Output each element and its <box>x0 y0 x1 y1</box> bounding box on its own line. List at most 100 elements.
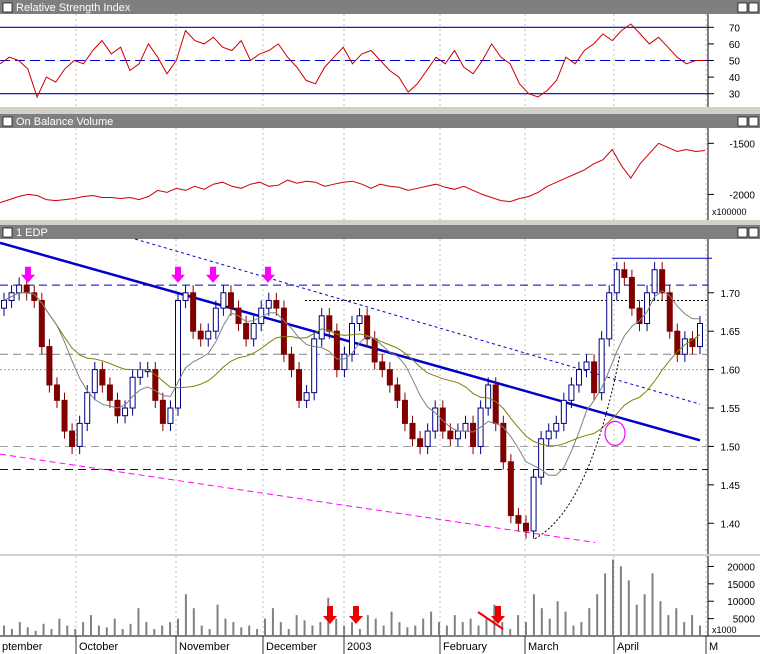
price-tick-label: 1.60 <box>721 366 741 377</box>
rsi-tick-label: 40 <box>729 73 741 84</box>
moving-average-long <box>3 292 701 447</box>
candle-body <box>515 515 522 524</box>
candle-body <box>46 346 53 386</box>
candle-body <box>613 269 620 294</box>
candle-body <box>462 422 469 432</box>
price-tick-label: 1.45 <box>721 481 741 492</box>
candle-body <box>243 323 250 340</box>
date-axis <box>0 635 760 654</box>
price-title-bar <box>0 225 760 239</box>
candle-body <box>598 338 605 394</box>
price-panel-checkbox[interactable] <box>2 227 13 238</box>
price-tick-label: 1.70 <box>721 289 741 300</box>
candle-body <box>401 399 408 424</box>
rsi-panel-expand-box[interactable] <box>748 2 759 13</box>
candle-body <box>553 422 560 432</box>
candle-body <box>364 315 371 340</box>
candle-body <box>523 522 529 532</box>
price-tick-label: 1.40 <box>721 519 741 530</box>
candle-body <box>470 422 477 447</box>
recovery-curve <box>534 354 621 540</box>
price-panel-close-box[interactable] <box>737 227 748 238</box>
candle-body <box>152 369 159 401</box>
candle-body <box>583 361 590 371</box>
volume-tick-label: 15000 <box>727 580 755 591</box>
obv-panel-close-box[interactable] <box>737 116 748 127</box>
obv-panel: On Balance Volume x100000 <box>0 114 760 220</box>
peak-arrow-icon <box>171 266 185 283</box>
price-tick-label: 1.55 <box>721 404 741 415</box>
volume-tick-label: 10000 <box>727 597 755 608</box>
candle-body <box>326 315 333 332</box>
candle-body <box>205 330 212 340</box>
candle-body <box>349 323 355 355</box>
candle-body <box>447 430 454 440</box>
candle-body <box>651 269 658 294</box>
rsi-series-line <box>0 23 705 99</box>
candle-body <box>106 384 113 401</box>
candle-body <box>485 384 492 409</box>
lower-support-line <box>0 453 596 543</box>
candle-body <box>659 269 666 294</box>
rsi-panel-checkbox[interactable] <box>2 2 13 13</box>
upper-channel-line <box>134 238 701 405</box>
candle-body <box>311 338 318 394</box>
candle-body <box>91 369 98 394</box>
candle-body <box>273 299 280 309</box>
month-labels: ptember October November December 2003 Februa… <box>2 636 718 654</box>
candle-body <box>636 307 643 325</box>
month-label: April <box>617 641 639 653</box>
price-plot: 1.40 1.45 1.50 1.55 1.60 1.65 1.70 <box>0 238 741 554</box>
candle-body <box>386 369 393 386</box>
month-label: October <box>79 641 118 653</box>
candle-body <box>545 430 552 440</box>
month-label: November <box>179 641 230 653</box>
volume-tick-label: 5000 <box>733 615 756 626</box>
price-panel-expand-box[interactable] <box>748 227 759 238</box>
candle-body <box>333 330 340 371</box>
obv-panel-checkbox[interactable] <box>2 116 13 127</box>
rsi-title-bar <box>0 0 760 14</box>
candle-body <box>1 299 7 309</box>
candle-body <box>628 276 635 309</box>
candle-body <box>265 299 272 309</box>
month-label: 2003 <box>347 641 371 653</box>
moving-average-short <box>3 290 700 476</box>
candle-body <box>454 430 461 440</box>
candle-body <box>530 476 537 532</box>
candle-body <box>689 338 696 348</box>
candle-body <box>303 392 310 401</box>
candle-body <box>288 353 295 371</box>
obv-panel-expand-box[interactable] <box>748 116 759 127</box>
month-label: December <box>266 641 317 653</box>
candle-body <box>167 407 174 424</box>
obv-tick-label: -1500 <box>729 139 755 150</box>
candle-body <box>38 299 45 348</box>
candle-body <box>356 315 363 325</box>
candle-body <box>23 284 30 294</box>
candle-body <box>424 430 431 447</box>
candle-body <box>190 292 197 332</box>
price-panel-title: 1 EDP <box>16 227 48 239</box>
rsi-panel-close-box[interactable] <box>737 2 748 13</box>
candle-body <box>250 323 257 340</box>
month-label: February <box>443 641 488 653</box>
obv-tick-label: -2000 <box>729 190 755 201</box>
candle-body <box>122 407 129 417</box>
volume-panel: x1000 <box>0 556 760 636</box>
candle-body <box>84 392 91 424</box>
candle-body <box>318 315 325 340</box>
candle-body <box>137 369 144 378</box>
candle-body <box>341 353 348 371</box>
candle-body <box>182 292 189 301</box>
candle-body <box>197 330 204 340</box>
candle-body <box>212 307 219 332</box>
candle-body <box>159 399 166 424</box>
price-tick-label: 1.65 <box>721 327 741 338</box>
obv-plot: -2000 -1500 <box>0 128 755 220</box>
volume-plot: 5000 10000 15000 20000 <box>3 556 756 636</box>
candle-body <box>16 284 23 294</box>
candle-body <box>666 292 673 332</box>
peak-arrow-icon <box>261 266 275 283</box>
